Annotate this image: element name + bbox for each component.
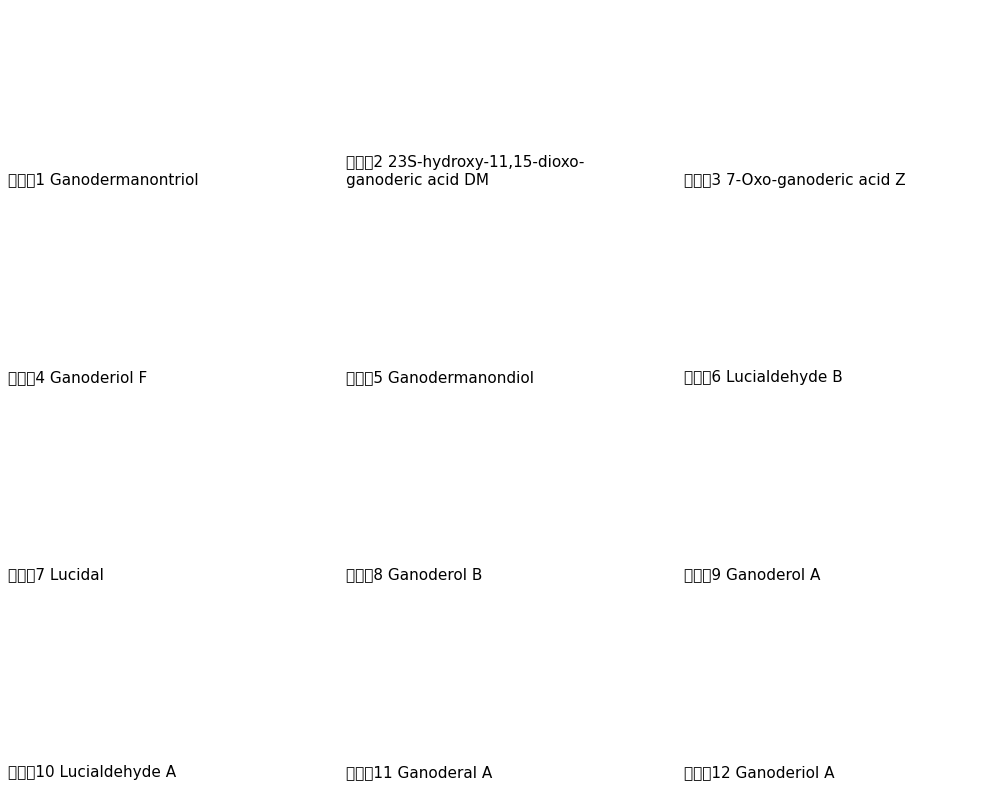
Text: 化合物2 23S-hydroxy-11,15-dioxo-
ganoderic acid DM: 化合物2 23S-hydroxy-11,15-dioxo- ganoderic … (346, 155, 584, 187)
Text: 化合物10 Lucialdehyde A: 化合物10 Lucialdehyde A (8, 765, 176, 780)
Text: 化合物1 Ganodermanontriol: 化合物1 Ganodermanontriol (8, 172, 198, 187)
Text: 化合物5 Ganodermanondiol: 化合物5 Ganodermanondiol (346, 370, 534, 385)
Text: 化合物11 Ganoderal A: 化合物11 Ganoderal A (346, 765, 492, 780)
Text: 化合物6 Lucialdehyde B: 化合物6 Lucialdehyde B (684, 370, 842, 385)
Text: 化合物7 Lucidal: 化合物7 Lucidal (8, 567, 104, 582)
Text: 化合物8 Ganoderol B: 化合物8 Ganoderol B (346, 567, 482, 582)
Text: 化合物4 Ganoderiol F: 化合物4 Ganoderiol F (8, 370, 147, 385)
Text: 化合物3 7-Oxo-ganoderic acid Z: 化合物3 7-Oxo-ganoderic acid Z (684, 172, 905, 187)
Text: 化合物9 Ganoderol A: 化合物9 Ganoderol A (684, 567, 820, 582)
Text: 化合物12 Ganoderiol A: 化合物12 Ganoderiol A (684, 765, 834, 780)
